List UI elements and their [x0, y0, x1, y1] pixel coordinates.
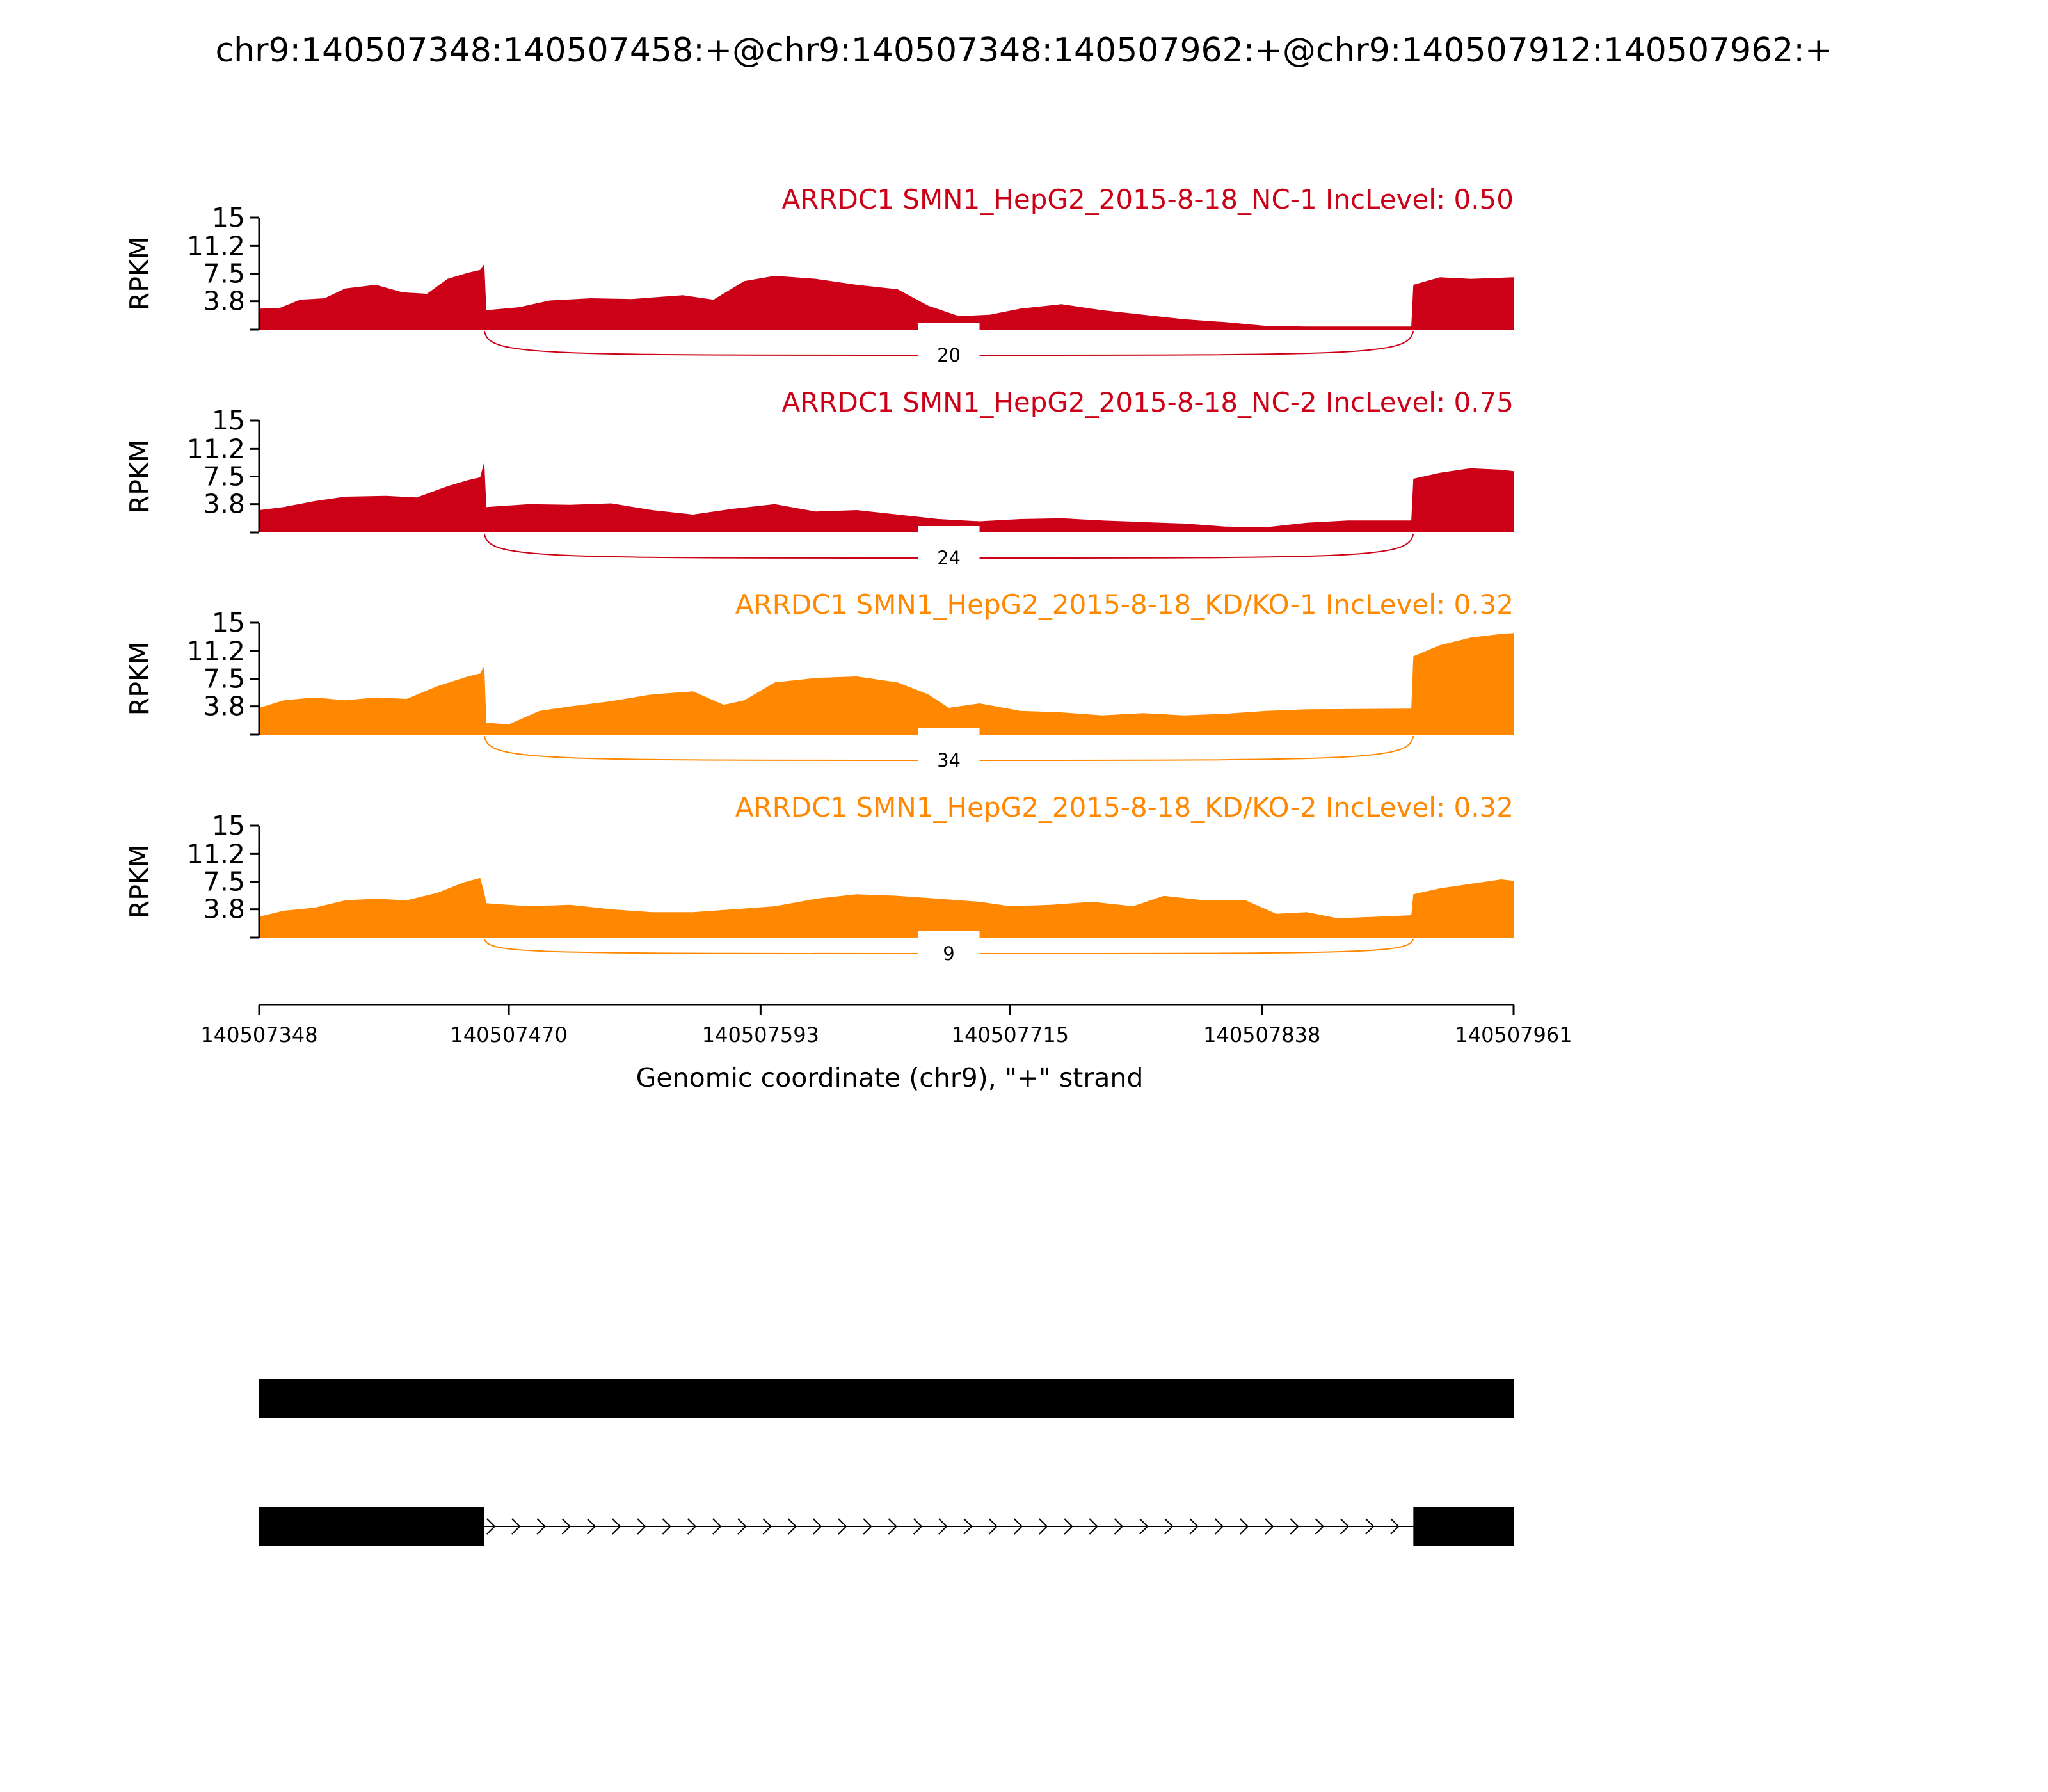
exon-block: [259, 1507, 484, 1546]
junction-count-box: [918, 728, 980, 764]
y-tick-label: 3.8: [204, 691, 245, 722]
x-tick-label: 140507961: [1455, 1023, 1572, 1047]
y-tick-label: 7.5: [204, 664, 245, 694]
y-tick-label: 15: [212, 810, 245, 841]
strand-arrow: [1340, 1518, 1350, 1535]
strand-arrow: [1164, 1518, 1174, 1535]
coverage-area: [259, 877, 1514, 938]
strand-arrow: [687, 1518, 697, 1535]
y-tick-label: 11.2: [187, 230, 245, 261]
strand-arrow: [988, 1518, 998, 1535]
strand-arrow: [1290, 1518, 1299, 1535]
y-tick-label: 7.5: [204, 461, 245, 492]
x-tick-label: 140507838: [1203, 1023, 1320, 1047]
strand-arrow: [612, 1518, 621, 1535]
strand-arrow: [863, 1518, 872, 1535]
strand-arrow: [1189, 1518, 1199, 1535]
strand-arrow: [1365, 1518, 1375, 1535]
isoform-2: [259, 1507, 1514, 1546]
y-axis-label: RPKM: [124, 440, 155, 513]
track-label: ARRDC1 SMN1_HepG2_2015-8-18_NC-2 IncLeve…: [781, 387, 1514, 418]
strand-arrow: [1390, 1518, 1400, 1535]
strand-arrow: [762, 1518, 772, 1535]
coverage-area: [259, 264, 1514, 330]
y-axis-label: RPKM: [124, 237, 155, 310]
x-axis: 140507348 140507470 140507593 140507715 1405…: [200, 1004, 1572, 1047]
junction-count-box: [918, 931, 980, 967]
junction-count: 24: [937, 547, 961, 569]
strand-arrow: [1139, 1518, 1149, 1535]
strand-arrow: [1089, 1518, 1098, 1535]
strand-arrow: [1114, 1518, 1123, 1535]
strand-arrow: [536, 1518, 546, 1535]
isoform-models: [259, 1379, 1514, 1546]
strand-arrow: [712, 1518, 722, 1535]
x-tick-label: 140507470: [450, 1023, 567, 1047]
junction-count: 20: [937, 344, 961, 366]
junction-count-box: [918, 323, 980, 359]
y-tick-label: 11.2: [187, 433, 245, 464]
exon-block: [259, 1379, 1514, 1418]
isoform-1: [259, 1379, 1514, 1418]
y-tick-label: 15: [212, 202, 245, 233]
y-tick-label: 15: [212, 405, 245, 436]
exon-block: [1413, 1507, 1514, 1546]
strand-arrow: [1315, 1518, 1324, 1535]
strand-arrow: [737, 1518, 747, 1535]
strand-arrow: [637, 1518, 646, 1535]
strand-arrow: [787, 1518, 797, 1535]
strand-arrow: [662, 1518, 671, 1535]
strand-arrow: [888, 1518, 897, 1535]
y-axis-label: RPKM: [124, 845, 155, 918]
y-tick-label: 11.2: [187, 838, 245, 869]
strand-arrow: [963, 1518, 973, 1535]
y-tick-label: 7.5: [204, 259, 245, 289]
track-label: ARRDC1 SMN1_HepG2_2015-8-18_NC-1 IncLeve…: [781, 184, 1514, 215]
x-tick-label: 140507715: [952, 1023, 1069, 1047]
coverage-area: [259, 633, 1514, 735]
y-tick-label: 3.8: [204, 489, 245, 520]
strand-arrow: [1214, 1518, 1224, 1535]
y-axis-label: RPKM: [124, 642, 155, 716]
x-tick-label: 140507593: [702, 1023, 819, 1047]
y-tick-label: 7.5: [204, 867, 245, 897]
strand-arrow: [1265, 1518, 1274, 1535]
y-tick-label: 3.8: [204, 286, 245, 317]
track-label: ARRDC1 SMN1_HepG2_2015-8-18_KD/KO-2 IncL…: [735, 792, 1514, 823]
junction-count-box: [918, 526, 980, 562]
coverage-area: [259, 461, 1514, 532]
y-tick-label: 3.8: [204, 894, 245, 925]
strand-arrow: [486, 1518, 496, 1535]
strand-arrow: [1013, 1518, 1023, 1535]
strand-arrow: [938, 1518, 948, 1535]
junction-count: 9: [943, 943, 954, 964]
strand-arrow: [913, 1518, 923, 1535]
strand-arrow: [586, 1518, 596, 1535]
y-tick-label: 15: [212, 607, 245, 638]
chart-title: chr9:140507348:140507458:+@chr9:14050734…: [216, 31, 1833, 70]
x-tick-label: 140507348: [200, 1023, 317, 1047]
strand-arrow: [838, 1518, 847, 1535]
strand-arrow: [561, 1518, 571, 1535]
x-axis-label: Genomic coordinate (chr9), "+" strand: [636, 1062, 1144, 1093]
y-tick-label: 11.2: [187, 636, 245, 666]
strand-arrow: [1064, 1518, 1073, 1535]
junction-count: 34: [937, 749, 961, 771]
strand-arrow: [1239, 1518, 1249, 1535]
track-label: ARRDC1 SMN1_HepG2_2015-8-18_KD/KO-1 IncL…: [735, 589, 1514, 620]
strand-arrow: [812, 1518, 822, 1535]
strand-arrow: [1039, 1518, 1048, 1535]
strand-arrow: [511, 1518, 521, 1535]
